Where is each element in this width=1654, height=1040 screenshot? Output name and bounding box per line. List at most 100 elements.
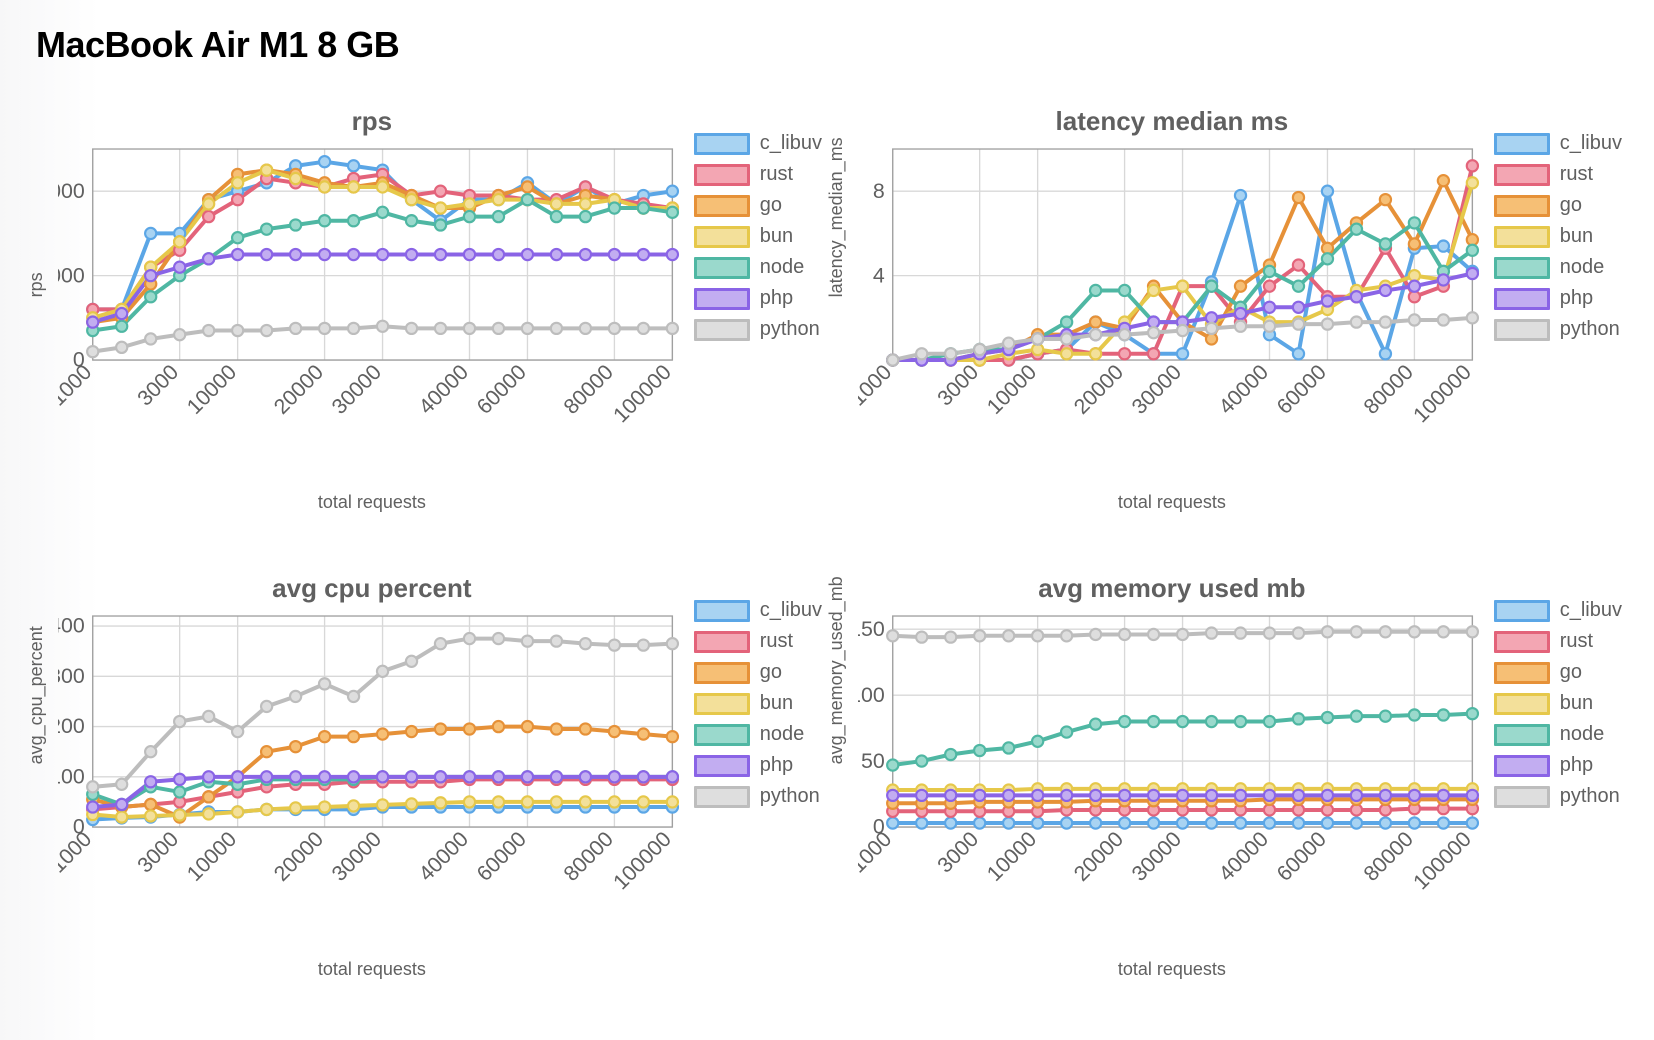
svg-text:40000: 40000 — [414, 360, 473, 419]
panel-cpu: avg cpu percentavg_cpu_percent0100200300… — [32, 573, 822, 980]
legend-item-go[interactable]: go — [1494, 194, 1622, 217]
svg-text:60000: 60000 — [472, 360, 531, 419]
svg-text:1000: 1000 — [58, 827, 96, 878]
legend-item-go[interactable]: go — [694, 194, 822, 217]
legend-item-php[interactable]: php — [1494, 287, 1622, 310]
svg-text:40,000: 40,000 — [58, 179, 85, 203]
legend-swatch — [694, 662, 750, 684]
legend-label: bun — [760, 225, 793, 248]
legend-swatch — [1494, 319, 1550, 341]
y-axis-label: rps — [26, 272, 47, 297]
legend-label: c_libuv — [1560, 132, 1622, 155]
legend-item-node[interactable]: node — [1494, 723, 1622, 746]
legend-item-go[interactable]: go — [1494, 661, 1622, 684]
legend-item-python[interactable]: python — [1494, 318, 1622, 341]
legend-item-c_libuv[interactable]: c_libuv — [1494, 599, 1622, 622]
legend-item-rust[interactable]: rust — [694, 163, 822, 186]
legend-item-go[interactable]: go — [694, 661, 822, 684]
legend-swatch — [1494, 288, 1550, 310]
legend-item-rust[interactable]: rust — [1494, 630, 1622, 653]
legend-item-node[interactable]: node — [694, 723, 822, 746]
svg-text:200: 200 — [58, 714, 85, 738]
legend-item-rust[interactable]: rust — [1494, 163, 1622, 186]
y-axis-label: avg_cpu_percent — [26, 626, 47, 764]
legend-item-bun[interactable]: bun — [1494, 225, 1622, 248]
legend-item-python[interactable]: python — [694, 785, 822, 808]
legend-item-bun[interactable]: bun — [694, 692, 822, 715]
legend-label: rust — [1560, 163, 1593, 186]
panel-rps: rpsrps020,00040,000100030001000020000300… — [32, 106, 822, 513]
svg-text:10000: 10000 — [982, 827, 1041, 886]
chart-title: avg cpu percent — [58, 573, 686, 604]
legend-label: node — [1560, 723, 1605, 746]
legend-item-c_libuv[interactable]: c_libuv — [1494, 132, 1622, 155]
legend-swatch — [694, 600, 750, 622]
legend-item-php[interactable]: php — [1494, 754, 1622, 777]
svg-text:30000: 30000 — [327, 827, 386, 886]
chart-svg: 0100200300400100030001000020000300004000… — [58, 608, 686, 915]
svg-text:100: 100 — [858, 683, 885, 707]
svg-text:10000: 10000 — [182, 827, 241, 886]
legend-item-node[interactable]: node — [1494, 256, 1622, 279]
legend-item-python[interactable]: python — [1494, 785, 1622, 808]
legend-swatch — [694, 195, 750, 217]
legend-item-c_libuv[interactable]: c_libuv — [694, 132, 822, 155]
svg-text:300: 300 — [58, 664, 85, 688]
svg-text:100000: 100000 — [609, 827, 676, 894]
legend-label: python — [760, 785, 820, 808]
svg-text:40000: 40000 — [1214, 360, 1273, 419]
legend-swatch — [1494, 755, 1550, 777]
legend-label: c_libuv — [760, 599, 822, 622]
svg-text:10000: 10000 — [182, 360, 241, 419]
svg-text:1000: 1000 — [858, 360, 896, 411]
svg-text:60000: 60000 — [472, 827, 531, 886]
legend-item-node[interactable]: node — [694, 256, 822, 279]
legend-swatch — [694, 786, 750, 808]
legend-item-bun[interactable]: bun — [694, 225, 822, 248]
svg-text:1000: 1000 — [58, 360, 96, 411]
legend-swatch — [694, 164, 750, 186]
legend-label: node — [760, 256, 805, 279]
x-axis-label: total requests — [58, 959, 686, 980]
legend-item-c_libuv[interactable]: c_libuv — [694, 599, 822, 622]
chart-svg: 4810003000100002000030000400006000080000… — [858, 141, 1486, 448]
legend-label: go — [760, 194, 782, 217]
legend-swatch — [1494, 257, 1550, 279]
svg-text:3000: 3000 — [133, 827, 184, 878]
legend-swatch — [694, 693, 750, 715]
legend-swatch — [694, 288, 750, 310]
svg-text:1000: 1000 — [858, 827, 896, 878]
svg-text:100: 100 — [58, 765, 85, 789]
svg-text:40000: 40000 — [414, 827, 473, 886]
legend-swatch — [1494, 164, 1550, 186]
y-axis-label: avg_memory_used_mb — [826, 576, 847, 764]
legend-label: bun — [760, 692, 793, 715]
legend-item-rust[interactable]: rust — [694, 630, 822, 653]
legend-item-python[interactable]: python — [694, 318, 822, 341]
legend-swatch — [1494, 631, 1550, 653]
legend-item-bun[interactable]: bun — [1494, 692, 1622, 715]
svg-text:60000: 60000 — [1272, 360, 1331, 419]
legend-label: php — [1560, 754, 1593, 777]
legend-swatch — [694, 257, 750, 279]
legend: c_libuvrust go bun node php python — [694, 599, 822, 808]
svg-text:100000: 100000 — [609, 360, 676, 427]
chart-title: rps — [58, 106, 686, 137]
legend-item-php[interactable]: php — [694, 754, 822, 777]
legend-swatch — [694, 724, 750, 746]
chart-svg: 020,00040,000100030001000020000300004000… — [58, 141, 686, 448]
chart-title: latency median ms — [858, 106, 1486, 137]
legend-swatch — [1494, 600, 1550, 622]
chart-grid: rpsrps020,00040,000100030001000020000300… — [32, 106, 1622, 980]
legend-swatch — [694, 133, 750, 155]
svg-text:10000: 10000 — [982, 360, 1041, 419]
legend-swatch — [1494, 226, 1550, 248]
svg-text:150: 150 — [858, 617, 885, 641]
legend-swatch — [1494, 662, 1550, 684]
legend-label: python — [1560, 318, 1620, 341]
svg-text:100000: 100000 — [1409, 827, 1476, 894]
chart-title: avg memory used mb — [858, 573, 1486, 604]
legend-item-php[interactable]: php — [694, 287, 822, 310]
panel-latency: latency median mslatency_median_ms481000… — [832, 106, 1622, 513]
legend-swatch — [1494, 693, 1550, 715]
